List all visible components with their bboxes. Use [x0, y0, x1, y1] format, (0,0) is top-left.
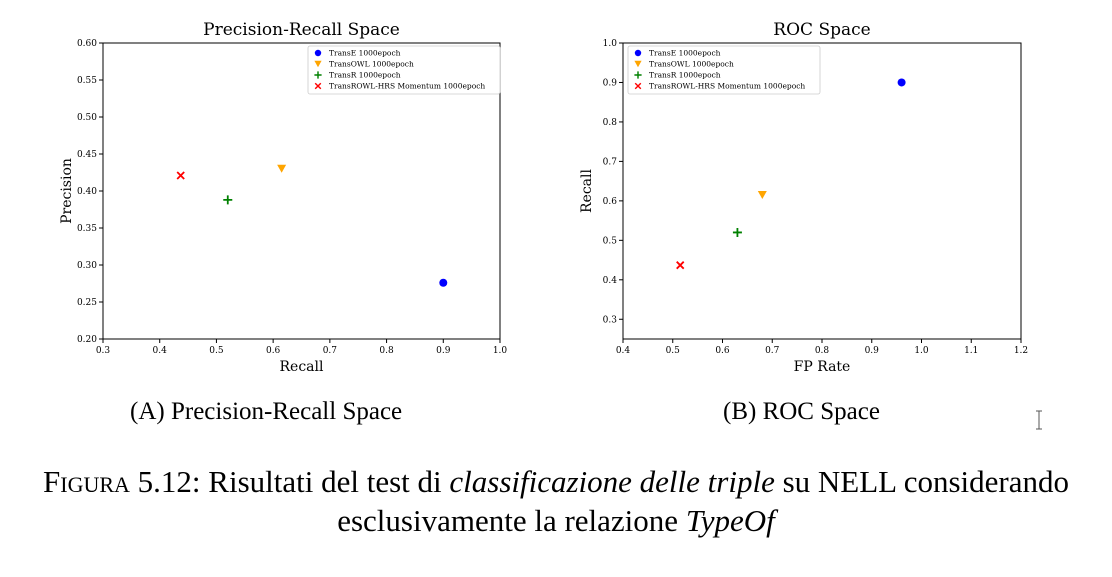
roc-x-tick-label: 0.7 [765, 346, 780, 356]
text-cursor-icon [1036, 410, 1042, 430]
roc-y-tick-label: 0.5 [603, 236, 618, 246]
pr-point-triangle-down [277, 164, 287, 173]
pr-y-tick-label: 0.55 [77, 76, 97, 86]
pr-x-tick-label: 0.7 [323, 346, 338, 356]
subcaption-a-text: Precision-Recall Space [170, 398, 403, 425]
pr-x-tick-label: 0.6 [266, 346, 281, 356]
roc-y-tick-label: 0.6 [603, 197, 618, 207]
roc-legend-item: TransE 1000epoch [634, 49, 721, 58]
roc-legend-marker [634, 71, 642, 79]
pr-x-axis-title: Recall [280, 359, 324, 375]
pr-legend-label: TransR 1000epoch [329, 71, 401, 80]
roc-x-tick-label: 0.9 [865, 346, 880, 356]
pr-legend-item: TransE 1000epoch [314, 49, 401, 58]
roc-legend-box [627, 45, 821, 95]
roc-x-tick-label: 0.5 [666, 346, 681, 356]
pr-y-tick-label: 0.35 [77, 224, 97, 234]
pr-legend-marker [314, 71, 322, 79]
pr-legend-item: TransROWL-HRS Momentum 1000epoch [314, 82, 485, 91]
pr-y-axis-title: Precision [59, 158, 75, 224]
roc-x-tick-label: 0.4 [616, 346, 631, 356]
roc-legend-item: TransR 1000epoch [634, 71, 721, 80]
roc-point-plus [732, 227, 742, 237]
roc-x-tick-label: 0.8 [815, 346, 830, 356]
pr-y-tick-label: 0.60 [77, 39, 97, 49]
pr-y-tick-label: 0.25 [77, 298, 97, 308]
roc-point-circle [897, 78, 906, 87]
pr-x-tick-label: 0.3 [96, 346, 111, 356]
pr-legend-marker [314, 49, 322, 57]
roc-point-x [676, 261, 685, 270]
roc-legend-marker [634, 82, 642, 90]
pr-y-tick-label: 0.20 [77, 335, 97, 345]
roc-chart: 0.4 0.5 0.6 0.7 0.8 0.9 1.0 1.1 1.2 0.3 0.4 0.5 0.6 0… [579, 20, 1028, 375]
roc-x-tick-label: 1.1 [964, 346, 978, 356]
pr-legend-box [307, 45, 501, 95]
roc-x-tick-label: 0.6 [715, 346, 730, 356]
roc-legend-item: TransROWL-HRS Momentum 1000epoch [634, 82, 805, 91]
pr-x-tick-label: 1.0 [493, 346, 508, 356]
pr-legend-marker [314, 60, 322, 68]
pr-legend-item: TransR 1000epoch [314, 71, 401, 80]
subcaption-b: (B) ROC Space [723, 398, 880, 426]
figure-label: Figura 5.12: [43, 464, 201, 499]
roc-x-axis-title: FP Rate [794, 359, 851, 375]
roc-y-tick-label: 0.7 [603, 157, 618, 167]
roc-y-tick-label: 1.0 [603, 39, 618, 49]
pr-y-tick-label: 0.30 [77, 261, 97, 271]
pr-point-circle [439, 278, 448, 287]
pr-y-tick-label: 0.45 [77, 150, 97, 160]
roc-legend-marker [634, 60, 642, 68]
pr-y-tick-label: 0.40 [77, 187, 97, 197]
pr-x-tick-label: 0.8 [379, 346, 394, 356]
roc-legend-item: TransOWL 1000epoch [634, 60, 734, 69]
pr-point-plus [223, 195, 233, 205]
subcaption-a-label: (A) [130, 398, 165, 425]
caption-emphasis-1: classificazione delle triple [449, 464, 775, 499]
pr-y-tick-label: 0.50 [77, 113, 97, 123]
caption-text-2: su NELL considerando esclusivamente la r… [337, 464, 1069, 538]
subcaption-a: (A) Precision-Recall Space [130, 398, 402, 426]
caption-emphasis-2: TypeOf [685, 503, 775, 538]
pr-legend-marker [314, 82, 322, 90]
roc-legend-marker [634, 49, 642, 57]
roc-legend-label: TransR 1000epoch [649, 71, 721, 80]
subcaption-b-text: ROC Space [762, 398, 880, 425]
subcaption-b-label: (B) [723, 398, 757, 425]
pr-point-x [176, 171, 185, 180]
roc-legend-label: TransOWL 1000epoch [649, 60, 734, 69]
roc-x-tick-label: 1.2 [1014, 346, 1028, 356]
roc-legend-label: TransROWL-HRS Momentum 1000epoch [649, 82, 805, 91]
pr-x-tick-label: 0.4 [153, 346, 168, 356]
roc-x-tick-label: 1.0 [914, 346, 929, 356]
roc-legend-label: TransE 1000epoch [649, 49, 721, 58]
pr-chart-title: Precision-Recall Space [203, 20, 400, 40]
pr-x-tick-label: 0.9 [436, 346, 451, 356]
roc-point-triangle-down [757, 190, 767, 199]
caption-text-1: Risultati del test di [208, 464, 442, 499]
pr-legend-item: TransOWL 1000epoch [314, 60, 414, 69]
roc-y-tick-label: 0.9 [603, 78, 618, 88]
pr-legend-label: TransE 1000epoch [329, 49, 401, 58]
roc-y-tick-label: 0.4 [603, 276, 618, 286]
pr-legend-label: TransROWL-HRS Momentum 1000epoch [329, 82, 485, 91]
pr-x-tick-label: 0.5 [209, 346, 224, 356]
pr-legend-label: TransOWL 1000epoch [329, 60, 414, 69]
figure-caption: Figura 5.12: Risultati del test di class… [0, 462, 1112, 540]
roc-y-axis-title: Recall [579, 168, 595, 212]
roc-chart-title: ROC Space [773, 20, 870, 40]
roc-y-tick-label: 0.8 [603, 118, 618, 128]
precision-recall-chart: 0.3 0.4 0.5 0.6 0.7 0.8 0.9 1.0 0.20 0.25 0.30 0.35… [59, 20, 508, 375]
roc-y-tick-label: 0.3 [603, 315, 618, 325]
